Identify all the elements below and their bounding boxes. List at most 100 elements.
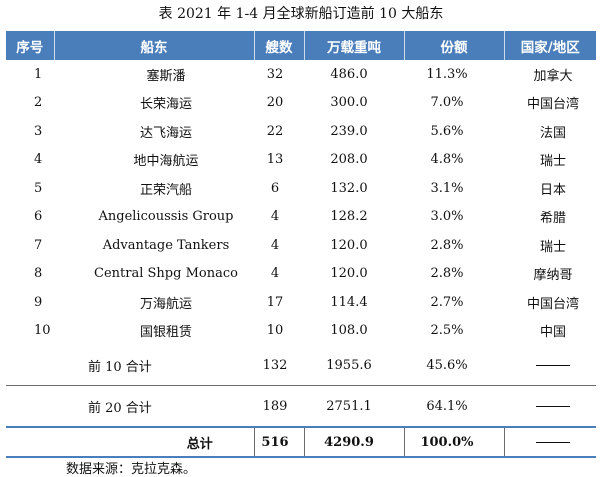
cell-index: 1 [34,66,43,82]
cell-dwt: 208.0 [330,152,368,168]
total-count: 516 [253,426,304,458]
cell-share: 2.7% [430,294,464,310]
shipowner-table: 序号 船东 艘数 万载重吨 份额 国家/地区 1 塞斯潘 32 486.0 11… [6,31,596,458]
header-share: 份额 [403,31,504,60]
cell-dwt: 300.0 [330,95,368,111]
cell-dwt: 486.0 [330,66,368,82]
cell-country: 瑞士 [539,239,566,255]
summary-dwt: 1955.6 [326,357,372,373]
cell-owner: Angelicoussis Group [98,209,234,225]
total-label: 总计 [6,426,254,458]
cell-country: 中国台湾 [526,97,579,113]
cell-index: 10 [34,323,51,339]
cell-country: 法国 [539,125,566,141]
table-row: 6 Angelicoussis Group 4 128.2 3.0% 希腊 [6,203,596,232]
dash-mark [536,441,571,443]
table-row: 9 万海航运 17 114.4 2.7% 中国台湾 [6,288,596,317]
cell-owner: Central Shpg Monaco [94,266,238,282]
cell-count: 32 [266,66,284,82]
cell-owner: 万海航运 [139,296,192,312]
table-row: 8 Central Shpg Monaco 4 120.0 2.8% 摩纳哥 [6,260,596,289]
table-row: 3 达飞海运 22 239.0 5.6% 法国 [6,117,596,146]
cell-count: 13 [266,152,284,168]
cell-count: 20 [266,95,284,111]
summary-share: 45.6% [426,357,468,373]
summary-row-top20: 前 20 合计 189 2751.1 64.1% [6,385,596,427]
cell-share: 5.6% [430,123,464,139]
cell-owner: 塞斯潘 [146,68,186,84]
table-row: 5 正荣汽船 6 132.0 3.1% 日本 [6,174,596,203]
summary-count: 189 [254,385,304,427]
header-owner: 船东 [53,31,254,60]
cell-share: 2.8% [430,237,464,253]
cell-owner: 长荣海运 [139,97,192,113]
summary-label: 前 10 合计 [88,359,152,375]
header-dwt: 万载重吨 [303,31,404,60]
cell-share: 4.8% [430,152,464,168]
cell-index: 3 [34,123,43,139]
cell-dwt: 120.0 [330,237,368,253]
cell-dwt: 114.4 [330,294,368,310]
summary-dwt: 2751.1 [304,385,404,427]
cell-share: 2.5% [430,323,464,339]
cell-index: 6 [34,209,43,225]
table-title: 表 2021 年 1-4 月全球新船订造前 10 大船东 [158,6,444,22]
cell-count: 4 [270,209,280,225]
total-share: 100.0% [403,426,504,458]
cell-country: 中国 [539,325,566,341]
total-row: 总计 516 4290.9 100.0% [6,426,596,458]
dash-mark [536,364,570,366]
cell-index: 8 [34,266,43,282]
cell-count: 22 [266,123,284,139]
summary-count: 132 [262,357,288,373]
cell-share: 11.3% [426,66,468,82]
cell-index: 7 [34,237,43,253]
cell-dwt: 108.0 [330,323,368,339]
summary-row-top10: 前 10 合计 132 1955.6 45.6% [6,345,596,386]
header-index: 序号 [6,31,54,60]
cell-country: 加拿大 [533,68,573,84]
cell-share: 7.0% [430,95,464,111]
cell-dwt: 128.2 [330,209,368,225]
table-row: 10 国银租赁 10 108.0 2.5% 中国 [6,317,596,346]
cell-index: 2 [34,95,43,111]
cell-count: 4 [270,266,280,282]
cell-owner: 国银租赁 [139,325,192,341]
summary-label: 前 20 合计 [6,385,254,427]
cell-share: 3.0% [430,209,464,225]
table-row: 4 地中海航运 13 208.0 4.8% 瑞士 [6,146,596,175]
cell-count: 6 [270,180,280,196]
summary-country-dash [504,385,596,427]
total-dwt: 4290.9 [303,426,404,458]
cell-country: 中国台湾 [526,296,579,312]
cell-index: 4 [34,152,43,168]
cell-owner: Advantage Tankers [102,237,230,253]
cell-index: 5 [34,180,43,196]
cell-owner: 地中海航运 [133,154,199,170]
cell-country: 日本 [539,182,566,198]
header-count: 艘数 [253,31,304,60]
table-row: 1 塞斯潘 32 486.0 11.3% 加拿大 [6,60,596,89]
cell-country: 希腊 [539,211,566,227]
total-country-dash [503,426,596,458]
cell-count: 17 [266,294,284,310]
cell-dwt: 120.0 [330,266,368,282]
summary-share: 64.1% [404,385,504,427]
cell-owner: 正荣汽船 [139,182,192,198]
cell-country: 摩纳哥 [533,268,573,284]
cell-dwt: 132.0 [330,180,368,196]
summary-country-dash [504,345,596,386]
cell-share: 3.1% [430,180,464,196]
dash-mark [536,405,570,407]
cell-count: 10 [266,323,284,339]
cell-dwt: 239.0 [330,123,368,139]
data-source-note: 数据来源：克拉克森。 [66,462,197,477]
cell-country: 瑞士 [539,154,566,170]
header-country: 国家/地区 [503,31,596,60]
cell-share: 2.8% [430,266,464,282]
cell-count: 4 [270,237,280,253]
table-row: 2 长荣海运 20 300.0 7.0% 中国台湾 [6,89,596,118]
header-row: 序号 船东 艘数 万载重吨 份额 国家/地区 [6,31,596,60]
cell-owner: 达飞海运 [139,125,192,141]
table-row: 7 Advantage Tankers 4 120.0 2.8% 瑞士 [6,231,596,260]
